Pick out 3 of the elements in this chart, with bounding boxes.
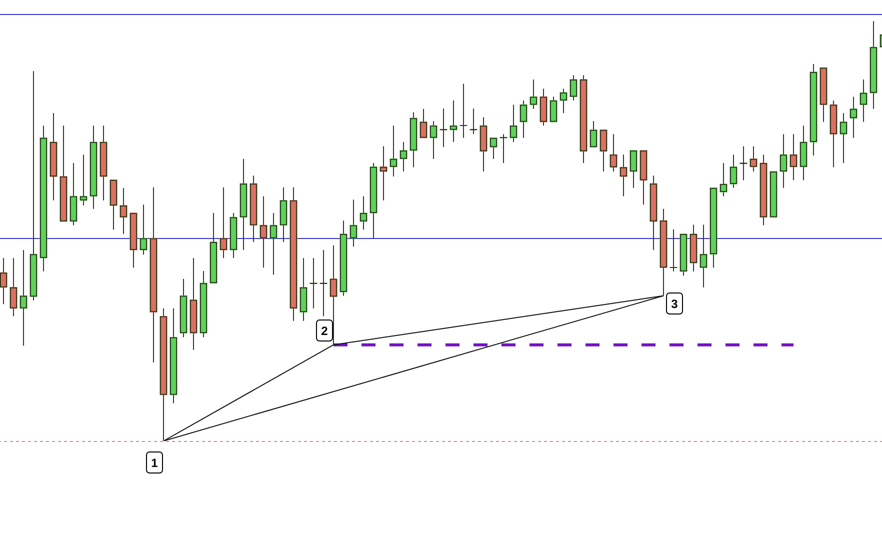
text: 1	[151, 456, 158, 470]
annotation: 2	[321, 324, 328, 338]
annotation: 3	[671, 296, 678, 311]
